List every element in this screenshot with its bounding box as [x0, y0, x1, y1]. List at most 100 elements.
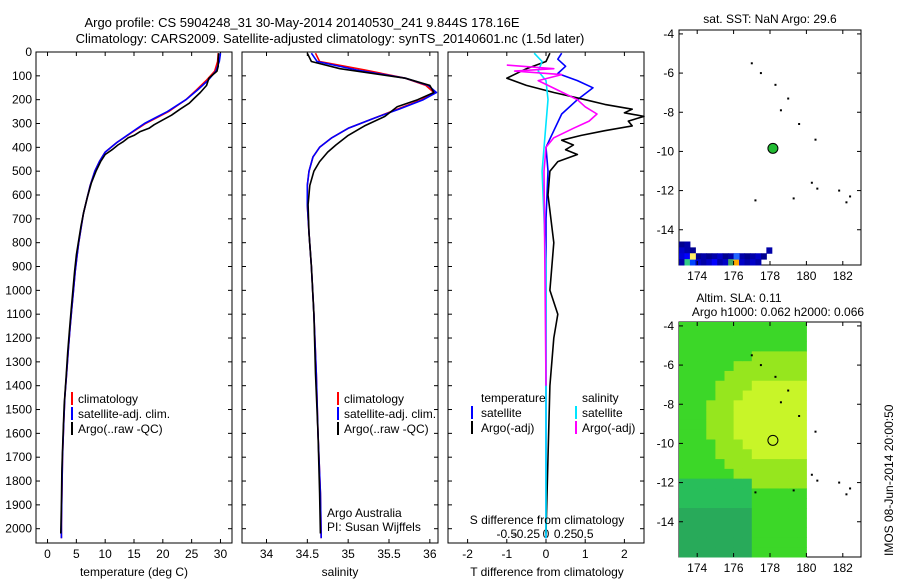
sla-cell: [706, 322, 716, 333]
sla-cell: [742, 468, 753, 480]
sst-cell: [695, 259, 702, 266]
sla-cell: [724, 410, 735, 421]
sla-cell: [688, 351, 698, 362]
sla-cell: [788, 478, 798, 489]
sla-cell: [724, 390, 735, 401]
island-dot: [792, 197, 795, 200]
sla-cell: [788, 370, 798, 382]
sla-cell: [688, 341, 698, 352]
sla-cell: [724, 351, 735, 362]
sla-cell: [788, 547, 798, 558]
island-dot: [792, 489, 795, 492]
sla-cell: [706, 361, 716, 372]
sla-cell: [779, 459, 789, 470]
sla-cell: [788, 508, 798, 519]
sla-cell: [797, 517, 807, 529]
sst-cell: [766, 247, 773, 254]
x-tick-label: 34: [260, 547, 274, 561]
sla-cell: [760, 429, 771, 440]
sla-cell: [770, 488, 780, 499]
lon-tick-label: 174: [687, 561, 707, 575]
x-tick-label: 10: [98, 547, 112, 561]
sla-cell: [742, 341, 753, 352]
sla-cell: [742, 429, 753, 440]
argo-australia-note: Argo Australia: [327, 506, 402, 520]
sla-coastline-dots: [750, 354, 852, 496]
sla-cell: [751, 351, 762, 362]
sla-cell: [724, 370, 735, 382]
sla-cell: [697, 400, 707, 411]
sla-cell: [697, 419, 707, 431]
sla-field: [679, 322, 807, 558]
sla-map-title-1: Altim. SLA: 0.11: [696, 291, 781, 305]
sla-cell: [697, 351, 707, 362]
sla-cell: [697, 547, 707, 558]
lon-tick-label: 182: [833, 561, 853, 575]
sst-cell: [722, 259, 729, 266]
sla-cell: [733, 322, 744, 333]
x-tick-label: -1: [501, 547, 512, 561]
sla-cell: [742, 351, 753, 362]
sla-cell: [770, 517, 780, 529]
sla-cell: [733, 429, 744, 440]
island-dot: [816, 187, 819, 190]
depth-tick-label: 1200: [5, 331, 32, 345]
sla-cell: [770, 322, 780, 333]
sla-cell: [688, 400, 698, 411]
sla-cell: [724, 478, 735, 489]
sla-cell: [715, 468, 725, 480]
sla-cell: [779, 478, 789, 489]
temperature-axes-box: [35, 51, 233, 544]
sla-cell: [724, 517, 735, 529]
salinity-x-axis: 34 34.5 35 35.5 36: [260, 52, 437, 561]
sla-cell: [679, 351, 689, 362]
series-line: [60, 53, 220, 534]
sla-cell: [679, 547, 689, 558]
sla-cell: [679, 361, 689, 372]
sla-cell: [770, 498, 780, 509]
sla-cell: [760, 517, 771, 529]
sla-cell: [742, 508, 753, 519]
sla-cell: [733, 370, 744, 382]
sla-cell: [788, 498, 798, 509]
sla-cell: [733, 400, 744, 411]
x-tick-label: 34.5: [296, 547, 320, 561]
sla-cell: [697, 468, 707, 480]
sla-cell: [697, 331, 707, 343]
sst-cell: [695, 253, 702, 260]
sla-cell: [733, 498, 744, 509]
diff-legend-ssat: satellite: [582, 406, 623, 420]
sla-cell: [770, 429, 780, 440]
sla-cell: [751, 508, 762, 519]
sla-cell: [688, 537, 698, 548]
sla-cell: [688, 380, 698, 392]
island-dot: [759, 364, 762, 367]
sla-cell: [751, 537, 762, 548]
salinity-axes-box: [241, 51, 439, 544]
sla-cell: [751, 468, 762, 480]
sla-cell: [679, 488, 689, 499]
sst-cell: [739, 253, 746, 260]
x-tick-label: 15: [127, 547, 141, 561]
island-dot: [750, 62, 753, 65]
sla-cell: [706, 419, 716, 431]
sla-cell: [751, 419, 762, 431]
sla-cell: [760, 537, 771, 548]
sla-cell: [679, 380, 689, 392]
x-tick-label: 0: [44, 547, 51, 561]
sla-cell: [788, 527, 798, 538]
sla-cell: [751, 331, 762, 343]
sla-cell: [751, 390, 762, 401]
lat-tick-label: -12: [657, 476, 675, 490]
island-dot: [787, 389, 790, 392]
x-tick-label: 35.5: [377, 547, 401, 561]
x-tick-label: 30: [214, 547, 228, 561]
difference-x-axis: -2 -1 0 1 2: [462, 52, 628, 561]
sla-cell: [679, 341, 689, 352]
series-line: [505, 52, 645, 534]
sla-cell: [715, 439, 725, 450]
sla-cell: [751, 400, 762, 411]
sst-cell: [755, 259, 762, 266]
sla-cell: [797, 547, 807, 558]
island-dot: [810, 473, 813, 476]
